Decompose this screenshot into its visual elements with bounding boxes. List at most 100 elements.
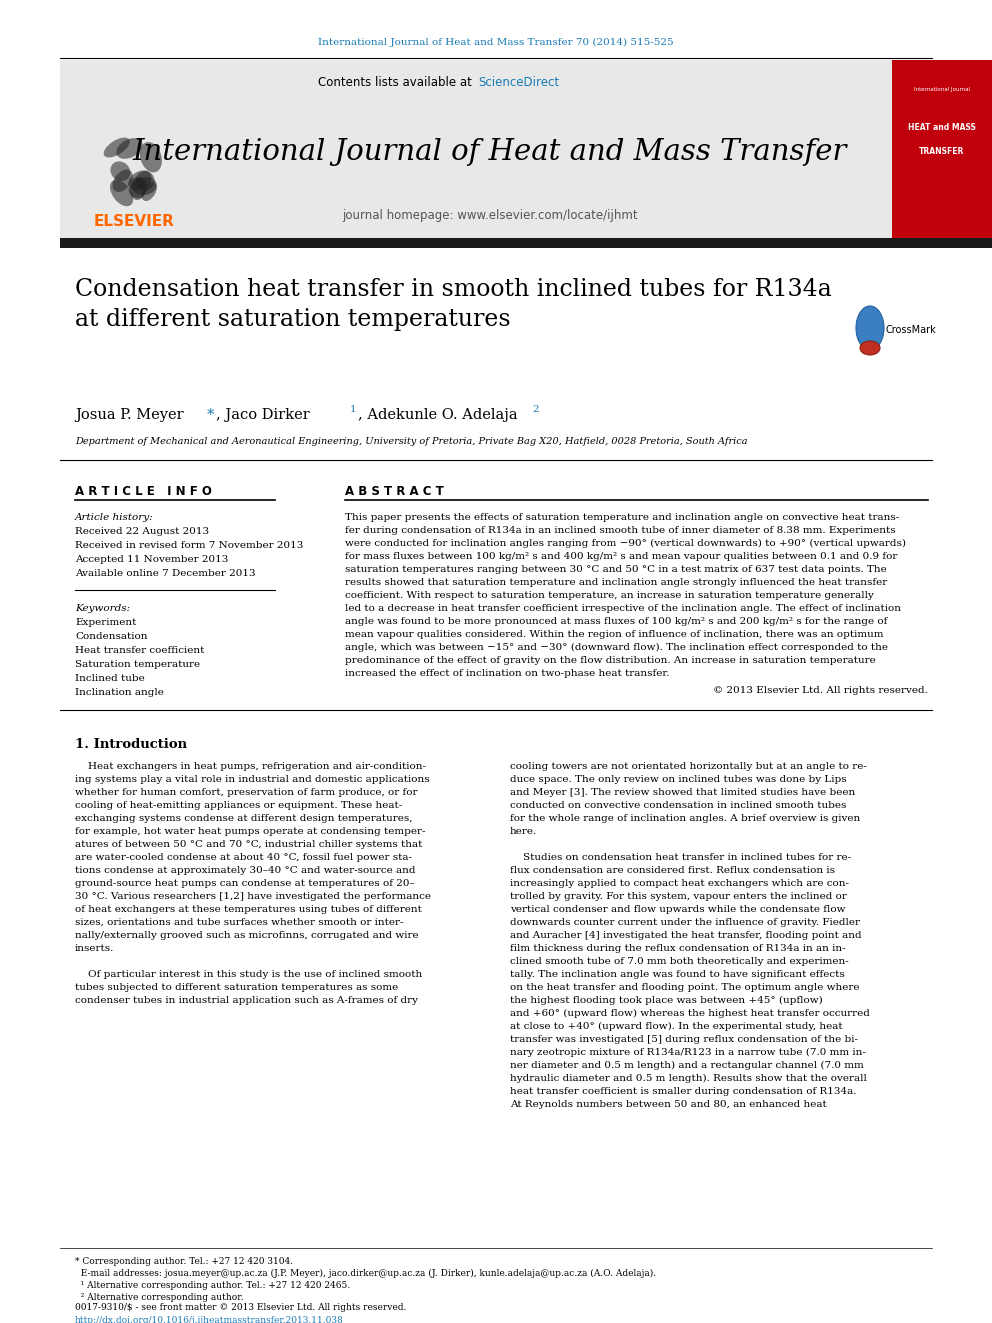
Text: Contents lists available at: Contents lists available at bbox=[318, 75, 476, 89]
Text: here.: here. bbox=[510, 827, 538, 836]
Text: E-mail addresses: josua.meyer@up.ac.za (J.P. Meyer), jaco.dirker@up.ac.za (J. Di: E-mail addresses: josua.meyer@up.ac.za (… bbox=[75, 1269, 656, 1278]
Text: downwards counter current under the influence of gravity. Fiedler: downwards counter current under the infl… bbox=[510, 918, 860, 927]
Text: at close to +40° (upward flow). In the experimental study, heat: at close to +40° (upward flow). In the e… bbox=[510, 1021, 842, 1031]
Text: vertical condenser and flow upwards while the condensate flow: vertical condenser and flow upwards whil… bbox=[510, 905, 845, 914]
Text: Article history:: Article history: bbox=[75, 513, 154, 523]
Text: atures of between 50 °C and 70 °C, industrial chiller systems that: atures of between 50 °C and 70 °C, indus… bbox=[75, 840, 423, 849]
Text: results showed that saturation temperature and inclination angle strongly influe: results showed that saturation temperatu… bbox=[345, 578, 887, 587]
Ellipse shape bbox=[112, 169, 133, 192]
Text: HEAT and MASS: HEAT and MASS bbox=[908, 123, 976, 132]
Text: condenser tubes in industrial application such as A-frames of dry: condenser tubes in industrial applicatio… bbox=[75, 996, 418, 1005]
Ellipse shape bbox=[104, 138, 130, 157]
Text: film thickness during the reflux condensation of R134a in an in-: film thickness during the reflux condens… bbox=[510, 945, 845, 953]
Text: This paper presents the effects of saturation temperature and inclination angle : This paper presents the effects of satur… bbox=[345, 513, 900, 523]
Text: journal homepage: www.elsevier.com/locate/ijhmt: journal homepage: www.elsevier.com/locat… bbox=[342, 209, 638, 221]
Text: hydraulic diameter and 0.5 m length). Results show that the overall: hydraulic diameter and 0.5 m length). Re… bbox=[510, 1074, 867, 1084]
Text: *: * bbox=[207, 407, 214, 422]
Text: Received in revised form 7 November 2013: Received in revised form 7 November 2013 bbox=[75, 541, 304, 550]
Ellipse shape bbox=[128, 171, 152, 191]
Text: * Corresponding author. Tel.: +27 12 420 3104.: * Corresponding author. Tel.: +27 12 420… bbox=[75, 1257, 293, 1266]
Text: Accepted 11 November 2013: Accepted 11 November 2013 bbox=[75, 556, 228, 564]
Text: for the whole range of inclination angles. A brief overview is given: for the whole range of inclination angle… bbox=[510, 814, 860, 823]
Text: ELSEVIER: ELSEVIER bbox=[93, 214, 175, 229]
Text: TRANSFER: TRANSFER bbox=[920, 147, 964, 156]
Text: conducted on convective condensation in inclined smooth tubes: conducted on convective condensation in … bbox=[510, 800, 846, 810]
Bar bbox=[60, 60, 892, 239]
Bar bbox=[892, 60, 992, 239]
Text: sizes, orientations and tube surfaces whether smooth or inter-: sizes, orientations and tube surfaces wh… bbox=[75, 918, 404, 927]
Text: inserts.: inserts. bbox=[75, 945, 114, 953]
Text: 0017-9310/$ - see front matter © 2013 Elsevier Ltd. All rights reserved.: 0017-9310/$ - see front matter © 2013 El… bbox=[75, 1303, 407, 1312]
Text: cooling of heat-emitting appliances or equipment. These heat-: cooling of heat-emitting appliances or e… bbox=[75, 800, 402, 810]
Ellipse shape bbox=[136, 171, 155, 191]
Text: the highest flooding took place was between +45° (upflow): the highest flooding took place was betw… bbox=[510, 996, 822, 1005]
Text: exchanging systems condense at different design temperatures,: exchanging systems condense at different… bbox=[75, 814, 413, 823]
Text: angle was found to be more pronounced at mass fluxes of 100 kg/m² s and 200 kg/m: angle was found to be more pronounced at… bbox=[345, 617, 888, 626]
Text: , Adekunle O. Adelaja: , Adekunle O. Adelaja bbox=[358, 407, 522, 422]
Text: nary zeotropic mixture of R134a/R123 in a narrow tube (7.0 mm in-: nary zeotropic mixture of R134a/R123 in … bbox=[510, 1048, 866, 1057]
Text: Josua P. Meyer: Josua P. Meyer bbox=[75, 407, 188, 422]
Text: fer during condensation of R134a in an inclined smooth tube of inner diameter of: fer during condensation of R134a in an i… bbox=[345, 527, 896, 534]
Text: 2: 2 bbox=[532, 405, 539, 414]
Ellipse shape bbox=[132, 177, 157, 194]
Ellipse shape bbox=[142, 183, 157, 201]
Text: Received 22 August 2013: Received 22 August 2013 bbox=[75, 527, 209, 536]
Text: ing systems play a vital role in industrial and domestic applications: ing systems play a vital role in industr… bbox=[75, 775, 430, 785]
Text: duce space. The only review on inclined tubes was done by Lips: duce space. The only review on inclined … bbox=[510, 775, 846, 785]
Text: of heat exchangers at these temperatures using tubes of different: of heat exchangers at these temperatures… bbox=[75, 905, 422, 914]
Text: Saturation temperature: Saturation temperature bbox=[75, 660, 200, 669]
Text: clined smooth tube of 7.0 mm both theoretically and experimen-: clined smooth tube of 7.0 mm both theore… bbox=[510, 957, 849, 966]
Ellipse shape bbox=[130, 179, 146, 200]
Text: 1. Introduction: 1. Introduction bbox=[75, 738, 187, 751]
Text: coefficient. With respect to saturation temperature, an increase in saturation t: coefficient. With respect to saturation … bbox=[345, 591, 874, 601]
Ellipse shape bbox=[860, 341, 880, 355]
Text: Of particular interest in this study is the use of inclined smooth: Of particular interest in this study is … bbox=[75, 970, 423, 979]
Text: A B S T R A C T: A B S T R A C T bbox=[345, 486, 443, 497]
Text: ¹ Alternative corresponding author. Tel.: +27 12 420 2465.: ¹ Alternative corresponding author. Tel.… bbox=[75, 1281, 350, 1290]
Text: Department of Mechanical and Aeronautical Engineering, University of Pretoria, P: Department of Mechanical and Aeronautica… bbox=[75, 437, 748, 446]
Text: trolled by gravity. For this system, vapour enters the inclined or: trolled by gravity. For this system, vap… bbox=[510, 892, 847, 901]
Bar bbox=[60, 238, 992, 247]
Text: for mass fluxes between 100 kg/m² s and 400 kg/m² s and mean vapour qualities be: for mass fluxes between 100 kg/m² s and … bbox=[345, 552, 898, 561]
Text: and +60° (upward flow) whereas the highest heat transfer occurred: and +60° (upward flow) whereas the highe… bbox=[510, 1009, 870, 1019]
Text: International Journal of Heat and Mass Transfer 70 (2014) 515-525: International Journal of Heat and Mass T… bbox=[318, 37, 674, 46]
Text: flux condensation are considered first. Reflux condensation is: flux condensation are considered first. … bbox=[510, 867, 835, 875]
Text: for example, hot water heat pumps operate at condensing temper-: for example, hot water heat pumps operat… bbox=[75, 827, 426, 836]
Ellipse shape bbox=[140, 142, 162, 172]
Text: Heat transfer coefficient: Heat transfer coefficient bbox=[75, 646, 204, 655]
Text: Condensation heat transfer in smooth inclined tubes for R134a
at different satur: Condensation heat transfer in smooth inc… bbox=[75, 278, 831, 331]
Text: Experiment: Experiment bbox=[75, 618, 136, 627]
Text: on the heat transfer and flooding point. The optimum angle where: on the heat transfer and flooding point.… bbox=[510, 983, 859, 992]
Text: and Meyer [3]. The review showed that limited studies have been: and Meyer [3]. The review showed that li… bbox=[510, 789, 855, 796]
Text: were conducted for inclination angles ranging from −90° (vertical downwards) to : were conducted for inclination angles ra… bbox=[345, 538, 906, 548]
Text: increased the effect of inclination on two-phase heat transfer.: increased the effect of inclination on t… bbox=[345, 669, 670, 677]
Text: ner diameter and 0.5 m length) and a rectangular channel (7.0 mm: ner diameter and 0.5 m length) and a rec… bbox=[510, 1061, 864, 1070]
Ellipse shape bbox=[856, 306, 884, 351]
Text: 30 °C. Various researchers [1,2] have investigated the performance: 30 °C. Various researchers [1,2] have in… bbox=[75, 892, 431, 901]
Text: angle, which was between −15° and −30° (downward flow). The inclination effect c: angle, which was between −15° and −30° (… bbox=[345, 643, 888, 652]
Text: http://dx.doi.org/10.1016/j.ijheatmasstransfer.2013.11.038: http://dx.doi.org/10.1016/j.ijheatmasstr… bbox=[75, 1316, 344, 1323]
Text: International Journal of Heat and Mass Transfer: International Journal of Heat and Mass T… bbox=[133, 138, 847, 165]
Ellipse shape bbox=[110, 180, 133, 206]
Text: ground-source heat pumps can condense at temperatures of 20–: ground-source heat pumps can condense at… bbox=[75, 878, 415, 888]
Ellipse shape bbox=[128, 177, 148, 198]
Text: , Jaco Dirker: , Jaco Dirker bbox=[216, 407, 314, 422]
Text: predominance of the effect of gravity on the flow distribution. An increase in s: predominance of the effect of gravity on… bbox=[345, 656, 876, 665]
Text: 1: 1 bbox=[350, 405, 357, 414]
Text: International Journal: International Journal bbox=[914, 87, 970, 93]
Ellipse shape bbox=[110, 161, 130, 181]
Text: cooling towers are not orientated horizontally but at an angle to re-: cooling towers are not orientated horizo… bbox=[510, 762, 867, 771]
Text: tions condense at approximately 30–40 °C and water-source and: tions condense at approximately 30–40 °C… bbox=[75, 867, 416, 875]
Text: ScienceDirect: ScienceDirect bbox=[478, 75, 559, 89]
Text: © 2013 Elsevier Ltd. All rights reserved.: © 2013 Elsevier Ltd. All rights reserved… bbox=[713, 687, 928, 695]
Text: mean vapour qualities considered. Within the region of influence of inclination,: mean vapour qualities considered. Within… bbox=[345, 630, 884, 639]
Text: and Auracher [4] investigated the heat transfer, flooding point and: and Auracher [4] investigated the heat t… bbox=[510, 931, 862, 941]
Text: heat transfer coefficient is smaller during condensation of R134a.: heat transfer coefficient is smaller dur… bbox=[510, 1088, 856, 1095]
Text: Studies on condensation heat transfer in inclined tubes for re-: Studies on condensation heat transfer in… bbox=[510, 853, 851, 863]
Text: led to a decrease in heat transfer coefficient irrespective of the inclination a: led to a decrease in heat transfer coeff… bbox=[345, 605, 901, 613]
Ellipse shape bbox=[116, 138, 143, 159]
Text: Available online 7 December 2013: Available online 7 December 2013 bbox=[75, 569, 256, 578]
Text: nally/externally grooved such as microfinns, corrugated and wire: nally/externally grooved such as microfi… bbox=[75, 931, 419, 941]
Text: Keywords:: Keywords: bbox=[75, 605, 130, 613]
Text: saturation temperatures ranging between 30 °C and 50 °C in a test matrix of 637 : saturation temperatures ranging between … bbox=[345, 565, 887, 574]
